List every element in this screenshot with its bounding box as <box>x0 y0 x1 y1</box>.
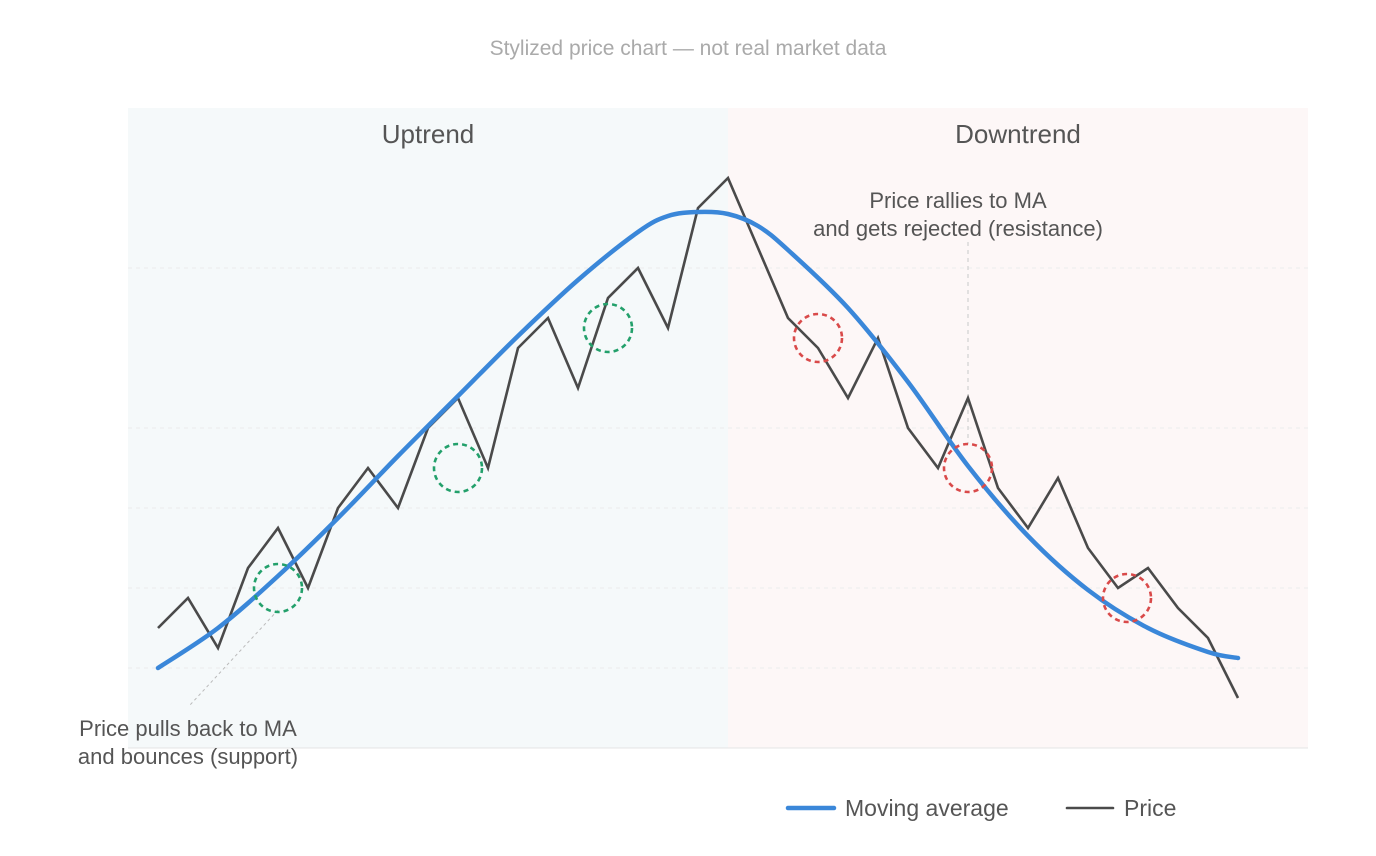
resistance-marker <box>1101 572 1153 624</box>
series-price-line <box>157 175 1240 699</box>
legend: Moving average Price <box>785 795 1176 821</box>
region-label-downtrend: Downtrend <box>955 119 1081 149</box>
support-annotation-text: Price pulls back to MA and bounces (suppo… <box>78 716 298 769</box>
resistance-annotation-line: Price rallies to MA <box>869 188 1047 213</box>
series-moving-average-line <box>155 209 1241 671</box>
resistance-marker <box>792 312 844 364</box>
gridlines <box>128 267 1308 749</box>
support-annotation-line: and bounces (support) <box>78 744 298 769</box>
legend-label: Moving average <box>845 795 1009 821</box>
resistance-marker <box>942 442 994 494</box>
resistance-annotation-text: Price rallies to MA and gets rejected (re… <box>813 188 1103 241</box>
legend-label: Price <box>1124 795 1176 821</box>
chart-caption: Stylized price chart — not real market d… <box>490 37 887 60</box>
support-marker <box>582 302 634 354</box>
support-marker <box>432 442 484 494</box>
legend-item-price: Price <box>1065 795 1176 821</box>
resistance-annotation-line: and gets rejected (resistance) <box>813 216 1103 241</box>
support-marker <box>252 562 304 614</box>
region-label-uptrend: Uptrend <box>382 119 475 149</box>
legend-item-moving-average: Moving average <box>785 795 1009 821</box>
support-annotation-line: Price pulls back to MA <box>79 716 297 741</box>
